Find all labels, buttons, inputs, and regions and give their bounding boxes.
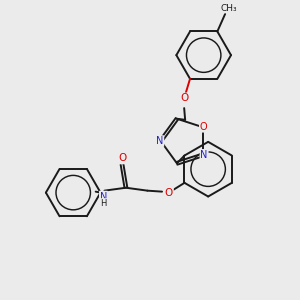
Text: O: O (165, 188, 173, 198)
Text: CH₃: CH₃ (221, 4, 237, 13)
Text: N: N (100, 191, 107, 202)
Text: N: N (156, 136, 164, 146)
Text: H: H (100, 199, 107, 208)
Text: O: O (180, 93, 188, 103)
Text: O: O (200, 122, 207, 132)
Text: O: O (118, 153, 126, 164)
Text: N: N (200, 150, 208, 160)
